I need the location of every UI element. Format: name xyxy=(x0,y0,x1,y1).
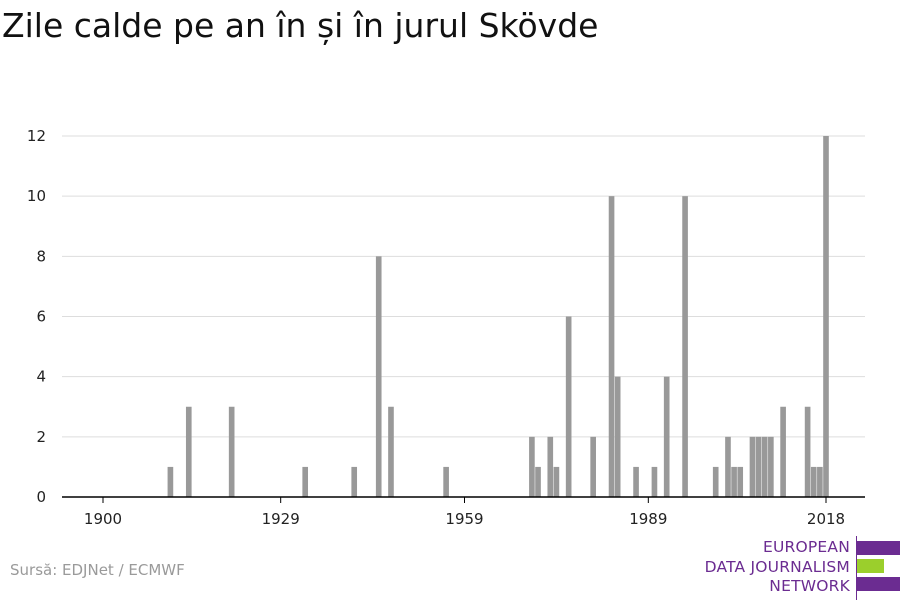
bar xyxy=(614,376,621,497)
bar xyxy=(761,436,768,497)
bar xyxy=(565,316,572,497)
bar xyxy=(737,466,744,497)
bar xyxy=(749,436,756,497)
y-tick-label: 6 xyxy=(36,308,46,326)
bar xyxy=(663,376,670,497)
y-tick-label: 8 xyxy=(36,247,46,265)
bar xyxy=(633,466,639,497)
bar xyxy=(817,466,823,497)
bar xyxy=(823,136,829,497)
bar xyxy=(810,466,817,497)
bar xyxy=(351,466,358,497)
gridlines xyxy=(62,135,865,438)
x-tick-label: 1989 xyxy=(629,510,667,528)
bar xyxy=(167,466,174,497)
logo-bar-green xyxy=(857,559,884,573)
y-tick-label: 0 xyxy=(36,488,46,506)
x-tick-label: 1900 xyxy=(84,510,122,528)
bar xyxy=(375,256,382,497)
bar xyxy=(780,406,786,497)
logo-divider xyxy=(856,536,857,600)
x-tick-label: 2018 xyxy=(807,510,845,528)
y-tick-label: 2 xyxy=(36,428,46,446)
logo-text-line-3: NETWORK xyxy=(769,577,850,595)
y-tick-label: 4 xyxy=(36,368,46,386)
x-tick-label: 1959 xyxy=(445,510,483,528)
bar xyxy=(535,466,541,497)
bar xyxy=(302,466,309,497)
logo-text-line-1: EUROPEAN xyxy=(762,538,850,556)
bar xyxy=(590,436,596,497)
source-note: Sursă: EDJNet / ECMWF xyxy=(10,561,185,579)
bar xyxy=(443,466,449,497)
bar xyxy=(651,466,658,497)
bar xyxy=(388,406,394,497)
bar xyxy=(228,406,235,497)
x-tick-label: 1929 xyxy=(262,510,300,528)
logo-bar-purple-bottom xyxy=(857,577,900,591)
bar xyxy=(755,436,762,497)
bar xyxy=(185,406,192,497)
edjnet-logo: EUROPEAN DATA JOURNALISM NETWORK xyxy=(700,536,900,600)
bar xyxy=(547,436,554,497)
bars xyxy=(167,136,829,497)
bar xyxy=(731,466,737,497)
bar xyxy=(608,196,615,497)
x-tick-labels: 1900 1929 1959 1989 2018 xyxy=(84,497,845,528)
bar xyxy=(682,196,688,497)
bar xyxy=(804,406,811,497)
y-tick-labels: 0 2 4 6 8 10 12 xyxy=(27,127,46,506)
y-tick-label: 10 xyxy=(27,187,46,205)
bar xyxy=(553,466,560,497)
logo-text-line-2: DATA JOURNALISM xyxy=(704,558,850,576)
bar xyxy=(712,466,719,497)
bar xyxy=(768,436,774,497)
bar xyxy=(529,436,535,497)
y-tick-label: 12 xyxy=(27,127,46,145)
bar xyxy=(725,436,731,497)
logo-bar-purple-top xyxy=(857,541,900,555)
chart-title: Zile calde pe an în și în jurul Skövde xyxy=(2,6,599,45)
